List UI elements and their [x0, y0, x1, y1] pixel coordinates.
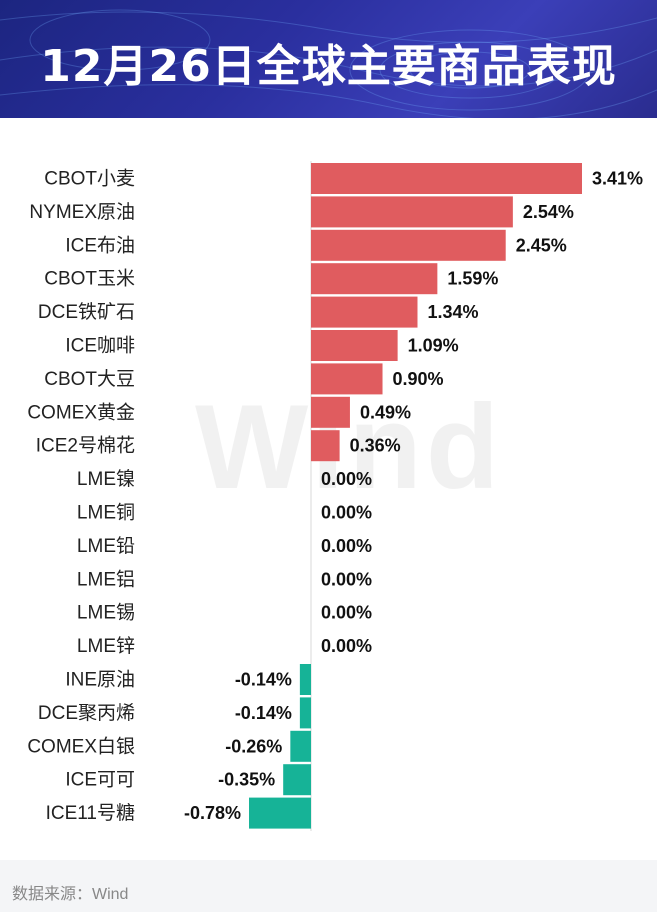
- bar: [249, 797, 311, 829]
- value-label: 2.45%: [516, 235, 567, 255]
- value-label: 0.90%: [393, 369, 444, 389]
- value-label: 1.09%: [408, 336, 459, 356]
- bar: [311, 363, 383, 395]
- page-title: 12月26日全球主要商品表现: [40, 41, 617, 92]
- bar: [299, 664, 311, 695]
- header-decoration: [0, 9, 657, 118]
- bar: [311, 229, 506, 261]
- bar: [311, 163, 582, 194]
- value-label: 0.36%: [350, 436, 401, 456]
- bar: [299, 697, 311, 729]
- value-label: 3.41%: [592, 169, 643, 189]
- value-label: 0.00%: [321, 536, 372, 556]
- category-label: CBOT小麦: [44, 168, 135, 190]
- bar: [311, 396, 350, 428]
- category-label: LME锡: [77, 602, 135, 624]
- value-label: -0.35%: [218, 770, 275, 790]
- value-label: 0.00%: [321, 569, 372, 589]
- category-label: ICE布油: [65, 234, 135, 256]
- bar: [283, 764, 311, 796]
- bar: [311, 296, 418, 328]
- value-label: 0.00%: [321, 636, 372, 656]
- category-label: ICE咖啡: [65, 335, 135, 357]
- category-label: NYMEX原油: [29, 201, 135, 223]
- value-label: 0.00%: [321, 603, 372, 623]
- source-note: 数据来源：Wind: [12, 886, 129, 903]
- bar: [311, 430, 340, 462]
- category-label: DCE铁矿石: [38, 301, 135, 323]
- value-label: -0.14%: [235, 703, 292, 723]
- category-label: CBOT玉米: [44, 268, 135, 290]
- category-label: COMEX黄金: [27, 401, 135, 423]
- bar: [311, 330, 398, 361]
- value-label: -0.14%: [235, 670, 292, 690]
- category-label: LME锌: [77, 635, 135, 657]
- value-label: -0.78%: [184, 803, 241, 823]
- category-label: ICE2号棉花: [36, 435, 135, 457]
- value-label: 1.34%: [427, 302, 478, 322]
- value-label: 1.59%: [447, 269, 498, 289]
- value-label: 0.00%: [321, 469, 372, 489]
- category-label: INE原油: [65, 669, 135, 691]
- bar: [311, 263, 438, 295]
- value-label: 2.54%: [523, 202, 574, 222]
- value-label: 0.00%: [321, 503, 372, 523]
- value-label: 0.49%: [360, 402, 411, 422]
- bar: [290, 730, 311, 762]
- category-label: CBOT大豆: [44, 368, 135, 390]
- category-label: LME镍: [77, 468, 135, 490]
- category-label: DCE聚丙烯: [38, 702, 135, 724]
- category-label: LME铅: [77, 535, 135, 557]
- category-label: ICE可可: [65, 770, 135, 791]
- category-label: LME铜: [77, 502, 135, 524]
- category-label: COMEX白银: [27, 735, 135, 757]
- category-label: ICE11号糖: [46, 802, 135, 824]
- value-label: -0.26%: [225, 736, 282, 756]
- bar-chart: CBOT小麦 3.41% NYMEX原油 2.54% ICE布油 2.45% CBOT玉米 1…: [27, 161, 643, 831]
- header-banner: 12月26日全球主要商品表现: [0, 0, 657, 118]
- bar: [311, 196, 513, 228]
- category-label: LME铝: [77, 568, 135, 590]
